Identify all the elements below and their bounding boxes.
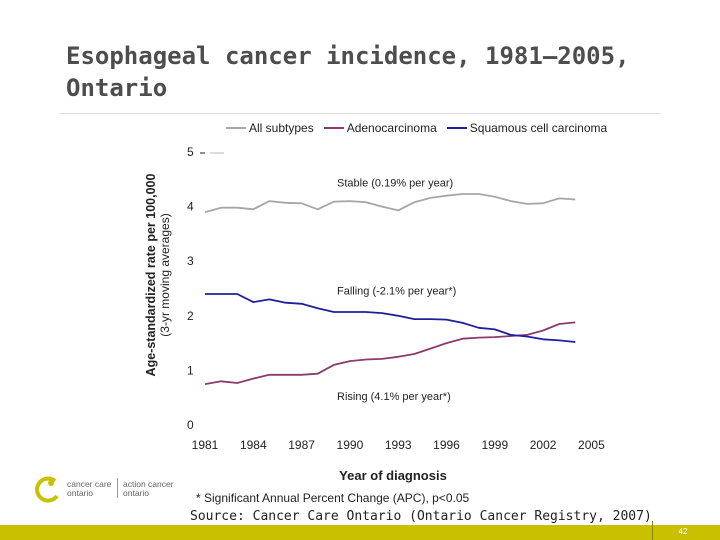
page-number: 42 (678, 527, 688, 536)
x-tick-label: 1999 (481, 438, 508, 452)
legend-item-squamous: Squamous cell carcinoma (446, 121, 608, 135)
y-tick-label: 2 (187, 309, 194, 323)
x-axis-title: Year of diagnosis (339, 468, 447, 483)
logo-right-line2: ontario (123, 488, 149, 498)
logo-left-line2: ontario (67, 488, 93, 498)
y-tick-label: 5 (187, 145, 194, 159)
x-tick-label: 1987 (288, 438, 315, 452)
footer-bar-divider (652, 521, 653, 540)
chart-legend: All subtypes Adenocarcinoma Squamous cel… (226, 120, 617, 136)
x-tick-label: 1990 (337, 438, 364, 452)
logo-right-line1: action cancer (123, 479, 174, 489)
y-tick-label: 1 (187, 363, 194, 377)
logo-divider (117, 478, 118, 498)
y-tick-label: 3 (187, 254, 194, 268)
x-tick-label: 1981 (192, 438, 219, 452)
y-tick-label: 4 (187, 200, 194, 214)
legend-swatch-all-subtypes (226, 127, 246, 129)
legend-swatch-squamous (446, 127, 467, 129)
legend-label-squamous: Squamous cell carcinoma (469, 121, 608, 135)
x-tick-label: 1984 (240, 438, 267, 452)
footer-bar (0, 525, 720, 540)
legend-swatch-adenocarcinoma (323, 127, 344, 129)
series-line-squamous (205, 293, 576, 343)
logo-mark-icon (35, 476, 59, 503)
cancer-care-ontario-logo: cancer care ontario action cancer ontari… (33, 474, 183, 504)
footnote: * Significant Annual Percent Change (APC… (196, 491, 470, 505)
source-note: Source: Cancer Care Ontario (Ontario Can… (190, 509, 652, 524)
legend-item-all-subtypes: All subtypes (226, 121, 314, 135)
legend-label-adenocarcinoma: Adenocarcinoma (346, 121, 437, 135)
x-tick-label: 2005 (578, 438, 605, 452)
logo-left-line1: cancer care (67, 479, 112, 489)
legend-item-adenocarcinoma: Adenocarcinoma (323, 121, 437, 135)
slide-title: Esophageal cancer incidence, 1981–2005, … (66, 42, 630, 102)
series-line-adenocarcinoma (204, 321, 576, 385)
x-tick-label: 2002 (530, 438, 557, 452)
trend-annotation: Rising (4.1% per year*) (337, 391, 451, 403)
x-tick-label: 1996 (433, 438, 460, 452)
legend-label-all-subtypes: All subtypes (249, 121, 314, 135)
y-tick-label: 0 (187, 418, 194, 432)
series-line-all-subtypes (204, 193, 576, 213)
x-tick-label: 1993 (385, 438, 412, 452)
trend-annotation: Falling (-2.1% per year*) (337, 286, 456, 298)
trend-annotation: Stable (0.19% per year) (337, 177, 453, 189)
title-divider (60, 113, 660, 114)
